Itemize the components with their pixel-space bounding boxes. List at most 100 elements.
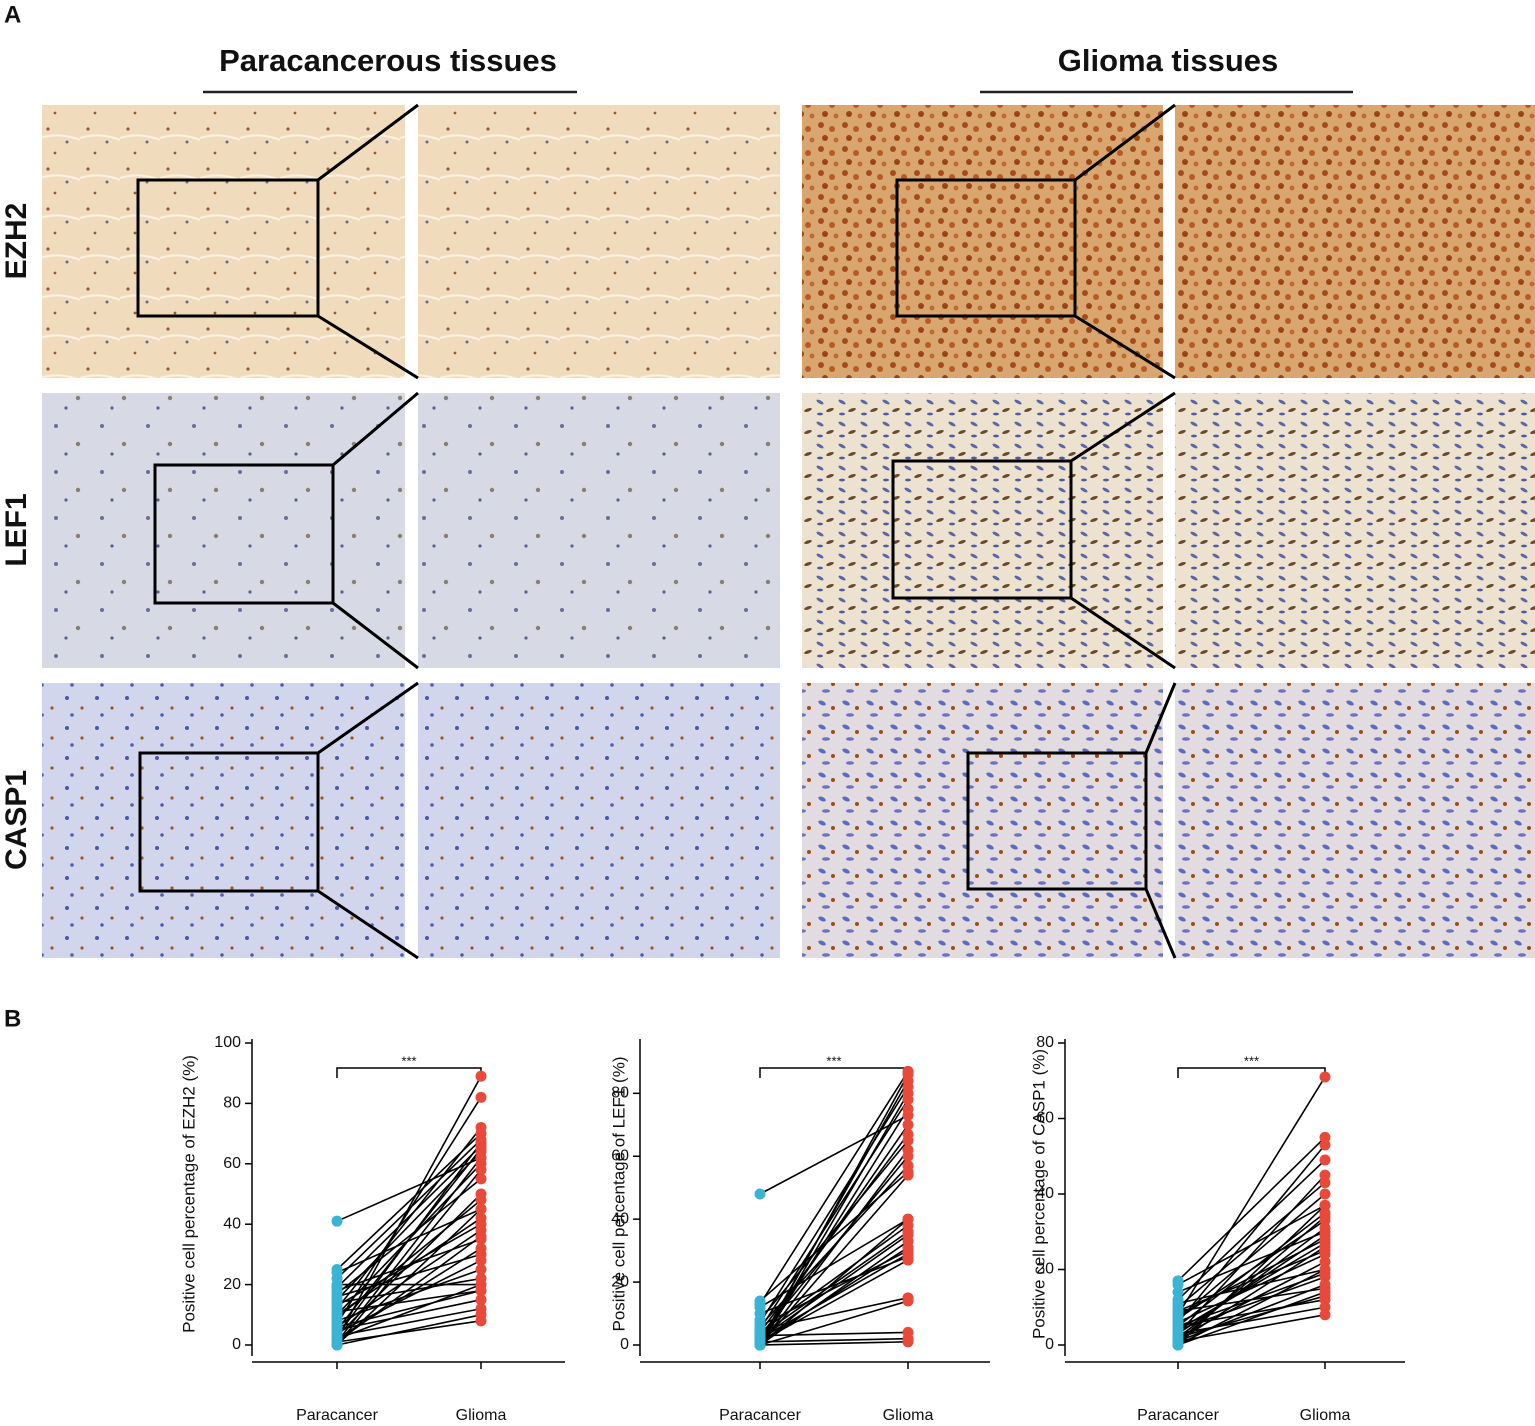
point <box>1319 1139 1331 1151</box>
point <box>1172 1313 1184 1325</box>
point <box>331 1321 343 1333</box>
y-tick-label: 40 <box>1036 1185 1054 1202</box>
panel-label: B <box>4 1005 21 1032</box>
pair-line <box>1177 1136 1326 1282</box>
point <box>902 1128 914 1140</box>
zoom-box <box>136 178 320 318</box>
point <box>475 1152 487 1164</box>
point <box>754 1188 766 1200</box>
pair-line <box>1177 1246 1326 1342</box>
x-tick-label: Paracancer <box>296 1407 378 1424</box>
y-tick-label: 60 <box>1036 1110 1054 1127</box>
point <box>1319 1279 1331 1291</box>
zoom-box <box>153 463 335 605</box>
point <box>1319 1071 1331 1083</box>
point <box>475 1070 487 1082</box>
pair-line <box>759 1114 909 1195</box>
point <box>1319 1230 1331 1242</box>
pair-line <box>1177 1242 1326 1331</box>
point <box>475 1254 487 1266</box>
significance-bracket <box>1177 1067 1326 1078</box>
y-axis-label: Positive cell percentage of EZH2 (%) <box>179 1055 198 1333</box>
micrograph <box>418 683 780 958</box>
point <box>475 1137 487 1149</box>
significance-label: *** <box>1244 1053 1259 1068</box>
pair-line <box>336 1096 482 1325</box>
point <box>475 1188 487 1200</box>
point <box>902 1119 914 1131</box>
point <box>1172 1335 1184 1347</box>
point <box>475 1264 487 1275</box>
pair-line <box>336 1075 482 1340</box>
chart: 0 20 40 60 80 Paracancer Glioma Positive cell p… <box>609 1039 990 1424</box>
pair-line <box>759 1074 909 1346</box>
pair-line <box>759 1108 909 1346</box>
pair-line <box>759 1174 909 1346</box>
point <box>902 1103 914 1115</box>
y-tick-label: 40 <box>223 1215 241 1232</box>
pair-line <box>1177 1204 1326 1346</box>
y-tick-label: 20 <box>1036 1261 1054 1278</box>
x-tick-label: Glioma <box>883 1407 934 1424</box>
point <box>902 1144 914 1156</box>
point <box>754 1330 766 1342</box>
zoom-box <box>966 751 1148 891</box>
y-tick-label: 40 <box>611 1210 629 1227</box>
point <box>475 1285 487 1297</box>
pair-line <box>336 1145 482 1289</box>
point <box>1172 1279 1184 1291</box>
pair-line <box>1177 1227 1326 1339</box>
pair-line <box>336 1307 482 1337</box>
y-tick-label: 0 <box>232 1336 241 1353</box>
row-label: LEF1 <box>0 493 33 566</box>
point <box>331 1215 343 1227</box>
point <box>475 1173 487 1185</box>
row-label: CASP1 <box>0 770 33 870</box>
point <box>902 1160 914 1172</box>
point <box>1319 1267 1331 1279</box>
x-tick-label: Glioma <box>456 1407 507 1424</box>
pair-line <box>1177 1249 1326 1312</box>
point <box>754 1320 766 1332</box>
pair-line <box>336 1283 482 1340</box>
significance-label: *** <box>401 1053 416 1068</box>
pair-line <box>1177 1306 1326 1335</box>
y-tick-label: 80 <box>223 1095 241 1112</box>
micrograph <box>802 393 1163 668</box>
point <box>902 1336 914 1348</box>
micrograph <box>42 683 405 958</box>
y-tick-label: 0 <box>1045 1336 1054 1353</box>
point <box>1319 1245 1331 1257</box>
pair-line <box>1177 1216 1326 1342</box>
column-header: Glioma tissues <box>1058 43 1279 78</box>
micrograph <box>418 105 780 378</box>
pair-line <box>1177 1272 1326 1327</box>
pair-line <box>1177 1231 1326 1293</box>
pair-line <box>336 1289 482 1328</box>
chart: 0 20 40 60 80 100 Paracancer Glioma Positive cel… <box>179 1034 565 1424</box>
y-tick-label: 60 <box>611 1147 629 1164</box>
point <box>1319 1301 1331 1313</box>
micrograph <box>418 393 780 668</box>
point <box>902 1068 914 1080</box>
micrograph <box>42 393 405 668</box>
pair-line <box>336 1208 482 1346</box>
x-tick-label: Glioma <box>1300 1407 1351 1424</box>
pair-line <box>759 1240 909 1346</box>
point <box>902 1241 914 1253</box>
pair-line <box>336 1133 482 1271</box>
zoom-indicators <box>136 103 1177 960</box>
y-tick-label: 100 <box>214 1034 241 1051</box>
point <box>475 1230 487 1242</box>
pair-line <box>1177 1253 1326 1324</box>
y-tick-label: 20 <box>611 1273 629 1290</box>
point <box>902 1295 914 1307</box>
pair-line <box>336 1142 482 1337</box>
pair-line <box>1177 1174 1326 1335</box>
pair-line <box>759 1165 909 1327</box>
pair-line <box>1177 1144 1326 1323</box>
pair-line <box>1177 1193 1326 1320</box>
pair-line <box>336 1157 482 1343</box>
pair-line <box>759 1331 909 1337</box>
